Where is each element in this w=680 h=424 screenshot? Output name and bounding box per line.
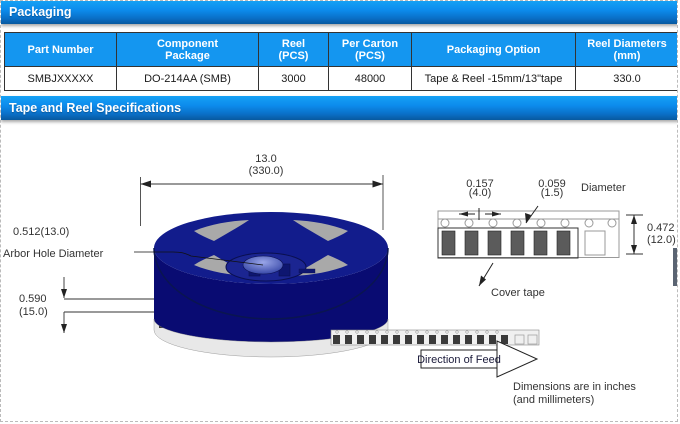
svg-text:(and millimeters): (and millimeters) <box>513 394 594 406</box>
svg-text:(330.0): (330.0) <box>249 165 284 177</box>
svg-text:13.0: 13.0 <box>255 153 276 165</box>
svg-text:Dimensions are in inches: Dimensions are in inches <box>513 381 636 393</box>
svg-text:0.590: 0.590 <box>19 293 47 305</box>
svg-text:Direction of Feed: Direction of Feed <box>417 354 501 366</box>
svg-text:(4.0): (4.0) <box>469 187 492 199</box>
svg-text:(15.0): (15.0) <box>19 306 48 318</box>
svg-text:0.472: 0.472 <box>647 222 675 234</box>
svg-text:Diameter: Diameter <box>581 182 626 194</box>
svg-text:Cover tape: Cover tape <box>491 287 545 299</box>
svg-text:(1.5): (1.5) <box>541 187 564 199</box>
svg-text:Arbor Hole Diameter: Arbor Hole Diameter <box>3 248 104 260</box>
svg-text:0.512(13.0): 0.512(13.0) <box>13 226 69 238</box>
svg-text:(12.0): (12.0) <box>647 234 676 246</box>
